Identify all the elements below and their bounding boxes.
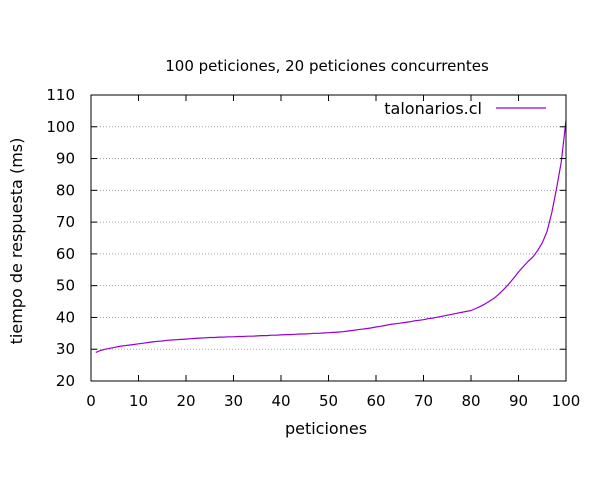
y-tick-label: 80 xyxy=(56,181,75,199)
y-axis-label: tiempo de respuesta (ms) xyxy=(7,138,26,345)
x-axis: 0 10 20 30 40 50 60 70 80 90 100 xyxy=(86,95,580,410)
chart-title: 100 peticiones, 20 peticiones concurrent… xyxy=(165,57,489,75)
y-tick-label: 40 xyxy=(56,308,75,326)
grid-lines xyxy=(91,126,566,350)
x-axis-label: peticiones xyxy=(285,419,367,438)
series-line-0 xyxy=(95,120,567,353)
x-tick-label: 60 xyxy=(366,392,385,410)
y-tick-label: 20 xyxy=(56,372,75,390)
y-tick-label: 60 xyxy=(56,245,75,263)
x-tick-label: 20 xyxy=(176,392,195,410)
x-tick-label: 40 xyxy=(271,392,290,410)
y-tick-label: 100 xyxy=(46,118,75,136)
legend: talonarios.cl xyxy=(384,99,546,118)
x-tick-label: 30 xyxy=(224,392,243,410)
x-tick-label: 70 xyxy=(414,392,433,410)
x-tick-label: 80 xyxy=(461,392,480,410)
legend-label: talonarios.cl xyxy=(384,99,482,118)
x-tick-label: 50 xyxy=(319,392,338,410)
x-tick-label: 100 xyxy=(552,392,581,410)
x-tick-label: 0 xyxy=(86,392,96,410)
y-tick-label: 90 xyxy=(56,150,75,168)
y-tick-label: 110 xyxy=(46,86,75,104)
y-axis: 20 30 40 50 60 70 80 90 100 110 xyxy=(46,86,566,390)
y-tick-label: 30 xyxy=(56,340,75,358)
plot-area xyxy=(95,120,567,353)
x-tick-label: 90 xyxy=(509,392,528,410)
y-tick-label: 50 xyxy=(56,277,75,295)
y-tick-label: 70 xyxy=(56,213,75,231)
x-tick-label: 10 xyxy=(129,392,148,410)
